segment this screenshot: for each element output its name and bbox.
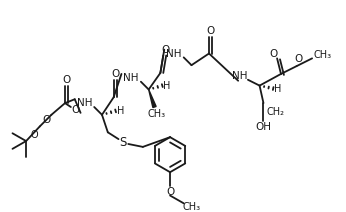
Text: O: O [166,187,174,197]
Text: NH: NH [166,49,182,59]
Text: S: S [120,135,127,149]
Text: O: O [294,54,303,64]
Text: NH: NH [77,98,92,108]
Polygon shape [149,89,156,107]
Text: O: O [111,69,120,79]
Text: H: H [117,106,124,116]
Text: CH₃: CH₃ [314,50,332,60]
Text: O: O [63,75,71,85]
Text: CH₃: CH₃ [182,202,201,212]
Text: H: H [274,84,282,93]
Text: H: H [163,81,171,91]
Text: O: O [72,105,80,115]
Text: CH₂: CH₂ [266,107,284,117]
Text: OH: OH [255,123,272,132]
Text: NH: NH [124,73,139,83]
Text: O: O [43,115,51,125]
Text: O: O [207,26,215,36]
Text: O: O [161,45,169,55]
Text: CH₃: CH₃ [147,109,165,119]
Text: NH: NH [233,71,248,81]
Text: O: O [30,130,38,140]
Text: O: O [269,49,277,59]
